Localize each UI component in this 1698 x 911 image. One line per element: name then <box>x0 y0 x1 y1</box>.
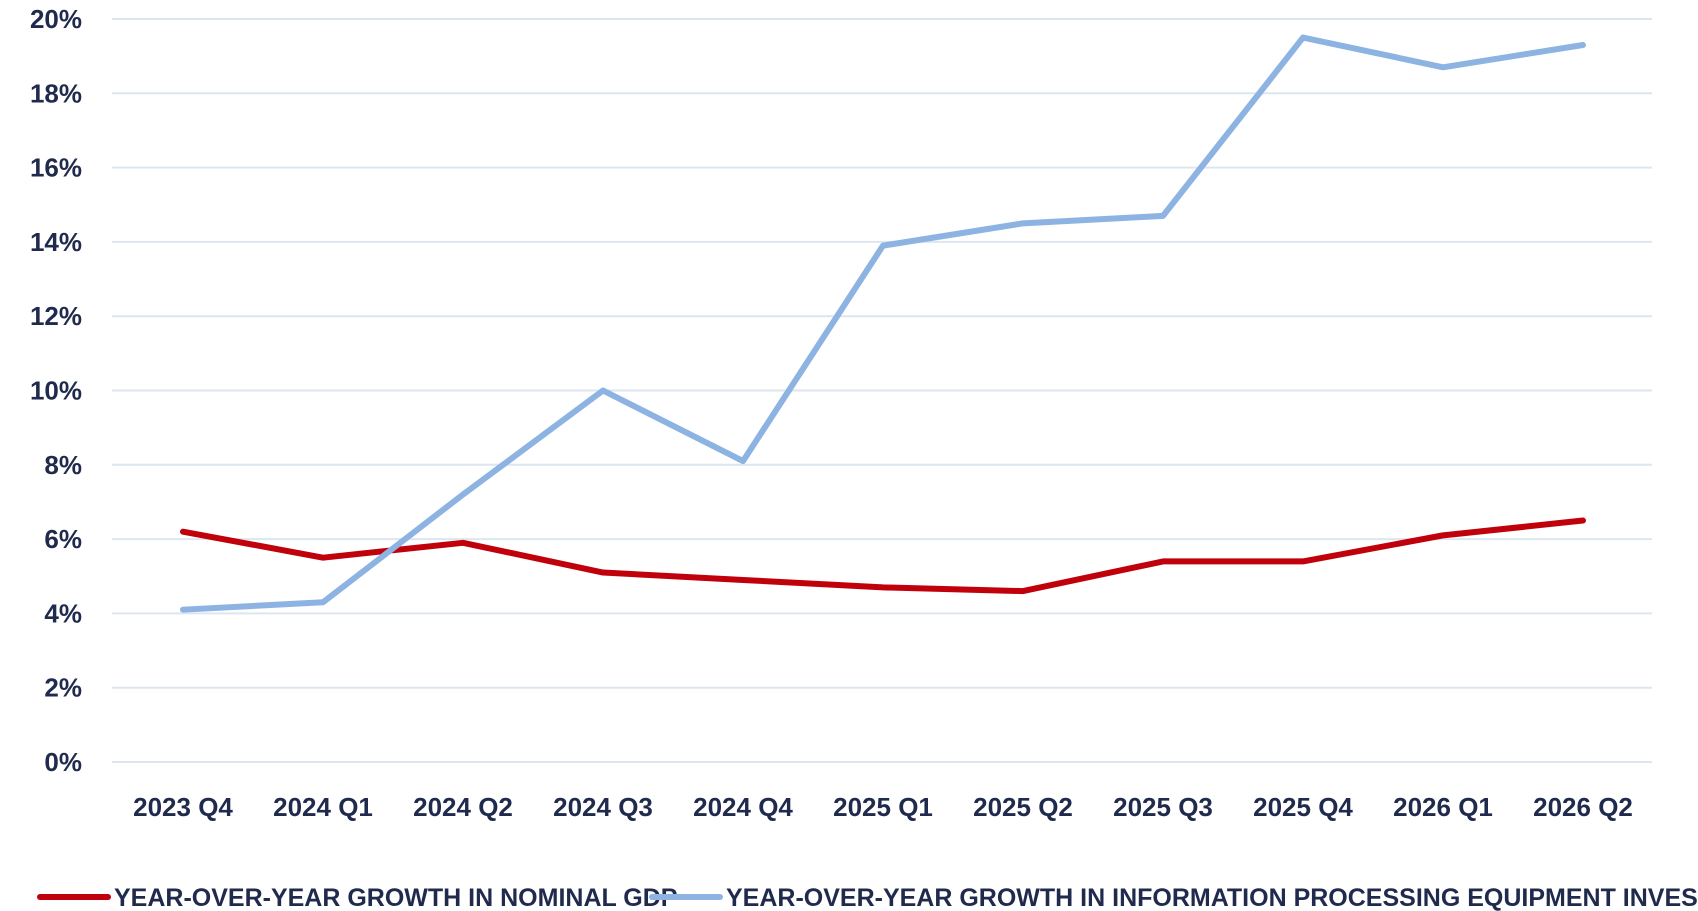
y-tick-label: 6% <box>44 524 82 554</box>
x-tick-label: 2024 Q2 <box>413 792 513 822</box>
y-tick-label: 4% <box>44 598 82 628</box>
legend-label-info-processing-investment: YEAR-OVER-YEAR GROWTH IN INFORMATION PRO… <box>726 884 1698 911</box>
x-tick-label: 2025 Q2 <box>973 792 1073 822</box>
x-tick-label: 2024 Q1 <box>273 792 373 822</box>
legend-label-nominal-gdp: YEAR-OVER-YEAR GROWTH IN NOMINAL GDP <box>114 884 677 911</box>
x-tick-label: 2025 Q3 <box>1113 792 1213 822</box>
y-tick-label: 14% <box>30 227 82 257</box>
y-tick-label: 16% <box>30 153 82 183</box>
series-line-info-processing-investment <box>180 34 1586 613</box>
x-tick-label: 2023 Q4 <box>133 792 233 822</box>
x-tick-label: 2026 Q1 <box>1393 792 1493 822</box>
y-axis-ticks: 0% 2% 4% 6% 8% 10% 12% 14% 16% 18% 20% <box>30 4 82 777</box>
series-line-nominal-gdp <box>180 517 1586 595</box>
y-tick-label: 2% <box>44 673 82 703</box>
y-tick-label: 20% <box>30 4 82 34</box>
x-tick-label: 2025 Q4 <box>1253 792 1353 822</box>
y-tick-label: 18% <box>30 78 82 108</box>
gridlines <box>112 18 1652 763</box>
y-tick-label: 0% <box>44 747 82 777</box>
x-tick-label: 2026 Q2 <box>1533 792 1633 822</box>
y-tick-label: 12% <box>30 301 82 331</box>
x-tick-label: 2025 Q1 <box>833 792 933 822</box>
y-tick-label: 10% <box>30 376 82 406</box>
series-lines <box>180 34 1586 613</box>
legend: YEAR-OVER-YEAR GROWTH IN NOMINAL GDP YEA… <box>37 884 1698 911</box>
x-axis-ticks: 2023 Q4 2024 Q1 2024 Q2 2024 Q3 2024 Q4 2025 … <box>133 792 1633 822</box>
x-tick-label: 2024 Q3 <box>553 792 653 822</box>
y-tick-label: 8% <box>44 450 82 480</box>
x-tick-label: 2024 Q4 <box>693 792 793 822</box>
